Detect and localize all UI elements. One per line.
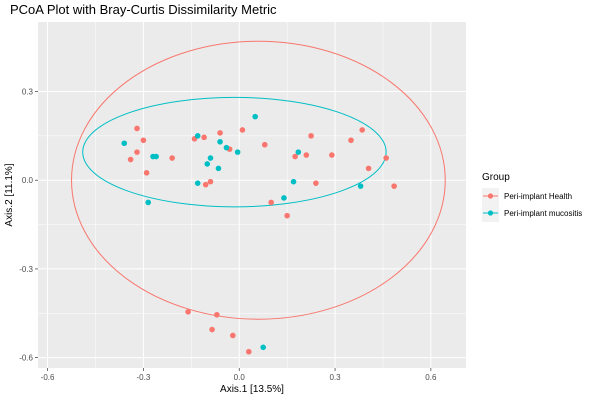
point-peri-implant-mucositis	[194, 180, 201, 186]
point-peri-implant-health	[383, 155, 389, 161]
point-peri-implant-health	[185, 309, 191, 315]
point-peri-implant-health	[261, 141, 268, 148]
point-peri-implant-health	[313, 180, 319, 186]
point-peri-implant-health	[365, 165, 372, 172]
point-peri-implant-health	[214, 311, 220, 318]
y-axis-title: Axis.2 [11.1%]	[4, 163, 15, 226]
y-tick-label: -0.3	[19, 265, 33, 274]
point-peri-implant-health	[207, 178, 214, 185]
y-tick-label: 0.3	[22, 87, 34, 96]
point-peri-implant-health	[329, 152, 335, 158]
point-peri-implant-mucositis	[357, 183, 364, 189]
x-tick-label: 0.0	[234, 373, 246, 382]
point-peri-implant-health	[127, 156, 134, 163]
point-peri-implant-mucositis	[217, 138, 223, 145]
point-peri-implant-health	[391, 183, 397, 189]
point-peri-implant-health	[209, 326, 215, 333]
point-peri-implant-health	[303, 152, 310, 158]
point-peri-implant-mucositis	[194, 133, 201, 139]
point-peri-implant-health	[308, 133, 314, 139]
point-peri-implant-mucositis	[223, 144, 230, 151]
minor-gridlines	[38, 22, 466, 368]
legend-key-point	[487, 210, 494, 216]
x-axis-title: Axis.1 [13.5%]	[220, 384, 284, 395]
confidence-ellipses	[71, 40, 446, 320]
point-peri-implant-health	[268, 199, 274, 206]
y-tick-label: -0.6	[19, 354, 33, 363]
point-peri-implant-health	[348, 137, 354, 144]
point-peri-implant-health	[134, 125, 140, 132]
legend-item-peri-implant-mucositis: Peri-implant mucositis	[482, 205, 582, 222]
point-peri-implant-mucositis	[260, 344, 266, 351]
legend-items: Peri-implant Health Peri-implant mucositi…	[482, 188, 582, 222]
point-peri-implant-health	[239, 127, 246, 133]
point-peri-implant-health	[169, 155, 175, 161]
chart-title: PCoA Plot with Bray-Curtis Dissimilarity…	[10, 2, 277, 17]
legend-label: Peri-implant mucositis	[504, 209, 582, 218]
point-peri-implant-health	[284, 212, 290, 219]
major-gridlines	[38, 22, 466, 368]
legend-item-peri-implant-health: Peri-implant Health	[482, 188, 572, 205]
x-axis-ticks: -0.6 -0.3 0.0 0.3 0.6	[41, 368, 437, 382]
legend: Group Peri-implant Health Peri-implant mu…	[482, 172, 582, 222]
point-peri-implant-mucositis	[145, 199, 151, 206]
x-tick-label: -0.6	[41, 373, 55, 382]
point-peri-implant-mucositis	[207, 155, 214, 161]
legend-label: Peri-implant Health	[504, 192, 572, 201]
point-peri-implant-health	[134, 149, 140, 155]
point-peri-implant-mucositis	[121, 140, 128, 147]
point-peri-implant-mucositis	[290, 178, 297, 185]
point-peri-implant-health	[359, 127, 365, 133]
point-peri-implant-mucositis	[204, 161, 211, 167]
point-peri-implant-health	[292, 153, 298, 160]
point-peri-implant-health	[217, 130, 223, 136]
point-peri-implant-mucositis	[153, 153, 159, 160]
x-tick-label: 0.3	[329, 373, 341, 382]
point-peri-implant-mucositis	[295, 149, 302, 155]
x-tick-label: 0.6	[425, 373, 437, 382]
point-peri-implant-health	[202, 181, 209, 188]
legend-key-point	[487, 193, 494, 199]
point-peri-implant-mucositis	[252, 113, 258, 120]
ellipse-peri-implant-health	[71, 40, 446, 320]
point-peri-implant-mucositis	[215, 165, 222, 172]
point-peri-implant-health	[201, 134, 207, 141]
y-axis-ticks: 0.3 0.0 -0.3 -0.6	[19, 87, 38, 363]
point-peri-implant-mucositis	[234, 149, 241, 155]
point-peri-implant-health	[140, 137, 147, 144]
x-tick-label: -0.3	[137, 373, 151, 382]
point-peri-implant-health	[246, 348, 252, 355]
ellipse-peri-implant-mucositis	[82, 96, 387, 208]
point-peri-implant-health	[230, 332, 236, 339]
y-tick-label: 0.0	[22, 176, 34, 185]
legend-title: Group	[482, 172, 510, 183]
point-peri-implant-mucositis	[281, 195, 287, 201]
plot-panel	[38, 22, 466, 368]
point-peri-implant-health	[143, 170, 150, 176]
data-points	[121, 113, 397, 355]
